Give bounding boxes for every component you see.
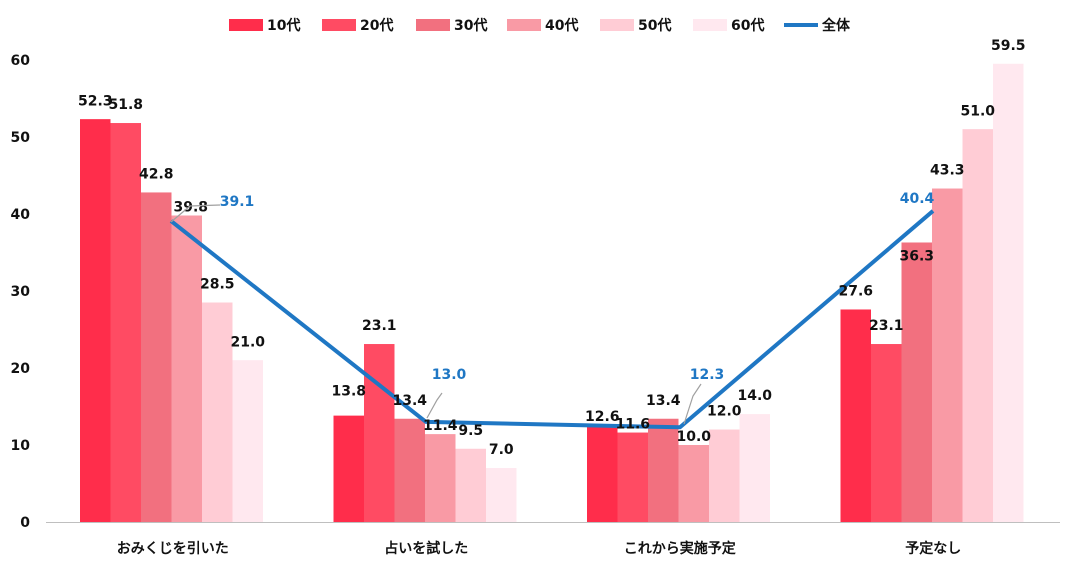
bar-value-label: 12.0 <box>707 404 742 420</box>
bar-value-label: 10.0 <box>676 429 711 445</box>
total-value-label: 12.3 <box>690 367 725 383</box>
label-leader-line <box>170 204 221 223</box>
total-line <box>169 209 935 430</box>
bar-value-label: 51.0 <box>960 103 995 119</box>
bar-value-label: 27.6 <box>838 283 873 299</box>
legend-swatch <box>322 19 356 31</box>
y-axis: 0 10 20 30 40 50 60 <box>11 53 31 531</box>
legend-label: 20代 <box>360 17 393 34</box>
bar <box>80 119 111 522</box>
bar <box>202 302 233 522</box>
bar-value-label: 52.3 <box>78 93 113 109</box>
bar-value-label: 59.5 <box>991 38 1026 54</box>
label-leader-line <box>683 383 702 425</box>
data-labels: 52.3 13.8 12.6 27.6 51.8 23.1 11.6 23.1 42.8 13.4… <box>78 38 1026 458</box>
bar <box>232 360 263 522</box>
bar-value-label: 21.0 <box>230 334 265 350</box>
bar-value-label: 23.1 <box>362 318 397 334</box>
legend-swatch <box>693 19 727 31</box>
legend-label: 10代 <box>267 17 300 34</box>
bar-value-label: 42.8 <box>139 166 174 182</box>
bar-value-label: 51.8 <box>108 97 143 113</box>
legend-label: 40代 <box>545 17 578 34</box>
legend-swatch <box>416 19 450 31</box>
legend-label: 30代 <box>454 17 487 34</box>
bar <box>648 418 679 522</box>
category-label: 占いを試した <box>384 540 468 557</box>
legend-label: 全体 <box>821 17 851 34</box>
bar <box>901 242 932 523</box>
legend-swatch <box>600 19 634 31</box>
legend-label: 50代 <box>638 17 671 34</box>
legend-swatch <box>229 19 263 31</box>
bar-value-label: 13.8 <box>331 384 366 400</box>
y-tick-label: 40 <box>11 207 31 223</box>
bar <box>110 123 141 522</box>
bar <box>141 192 172 522</box>
bar <box>678 445 709 522</box>
bar-value-label: 28.5 <box>200 277 235 293</box>
total-value-label: 13.0 <box>432 367 467 383</box>
bar <box>617 432 648 522</box>
x-axis: おみくじを引いた 占いを試した これから実施予定 予定なし <box>46 522 1060 557</box>
bar <box>840 309 871 522</box>
y-tick-label: 0 <box>20 515 30 531</box>
bar <box>871 344 902 522</box>
legend-label: 60代 <box>731 17 764 34</box>
y-tick-label: 20 <box>11 361 31 377</box>
bar-value-label: 13.4 <box>392 393 427 409</box>
bar <box>425 434 456 522</box>
bar <box>993 63 1024 522</box>
bar <box>171 215 202 523</box>
y-tick-label: 60 <box>11 53 31 69</box>
bar-value-label: 14.0 <box>737 388 772 404</box>
bar-value-label: 11.4 <box>423 418 458 434</box>
total-value-label: 39.1 <box>220 194 255 210</box>
bar-value-label: 13.4 <box>646 393 681 409</box>
label-leader-line <box>426 392 443 419</box>
bar <box>394 418 425 522</box>
bar-value-label: 11.6 <box>615 417 650 433</box>
y-tick-label: 10 <box>11 438 31 454</box>
bar-value-label: 9.5 <box>458 423 483 439</box>
bar <box>364 344 395 522</box>
bars <box>80 63 1024 523</box>
bar <box>709 429 740 522</box>
category-label: おみくじを引いた <box>117 541 229 557</box>
bar <box>486 468 517 522</box>
bar-value-label: 36.3 <box>899 248 934 264</box>
bar <box>333 415 364 522</box>
bar-value-label: 39.8 <box>173 200 208 216</box>
bar-value-label: 7.0 <box>489 442 514 458</box>
bar-value-label: 43.3 <box>930 163 965 179</box>
category-label: これから実施予定 <box>624 540 736 557</box>
bar-value-label: 23.1 <box>869 318 904 334</box>
legend-swatch <box>507 19 541 31</box>
legend: 10代 20代 30代 40代 50代 60代 全体 <box>229 17 851 34</box>
y-tick-label: 50 <box>11 130 31 146</box>
total-series-line <box>169 209 935 430</box>
y-tick-label: 30 <box>11 284 31 300</box>
bar-value-label: 12.6 <box>585 409 620 425</box>
bar <box>587 424 618 522</box>
category-label: 予定なし <box>905 540 961 557</box>
bar <box>962 129 993 523</box>
bar <box>455 448 486 522</box>
bar <box>932 188 963 522</box>
total-value-label: 40.4 <box>900 191 935 207</box>
bar <box>739 414 770 522</box>
